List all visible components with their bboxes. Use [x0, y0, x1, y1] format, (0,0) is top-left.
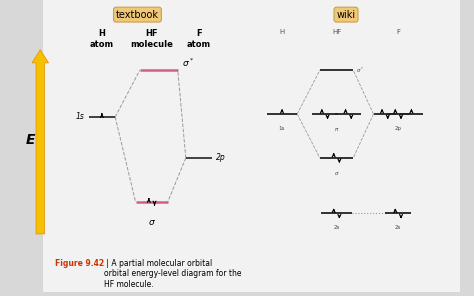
Text: wiki: wiki	[337, 10, 356, 20]
Text: 2p: 2p	[216, 153, 226, 163]
Text: 1s: 1s	[279, 126, 285, 131]
Text: HF
molecule: HF molecule	[130, 29, 173, 49]
Text: $\sigma$: $\sigma$	[334, 170, 339, 177]
Text: 1s: 1s	[76, 112, 85, 121]
Text: F
atom: F atom	[187, 29, 211, 49]
FancyBboxPatch shape	[43, 0, 460, 292]
Text: H
atom: H atom	[90, 29, 114, 49]
FancyArrow shape	[32, 50, 49, 234]
Text: 2s: 2s	[395, 225, 401, 230]
Text: 2s: 2s	[333, 225, 340, 230]
Text: 2p: 2p	[395, 126, 401, 131]
Text: textbook: textbook	[116, 10, 159, 20]
Text: Figure 9.42: Figure 9.42	[55, 259, 104, 268]
Text: $\sigma^*$: $\sigma^*$	[356, 65, 364, 75]
Text: F: F	[396, 29, 400, 35]
Text: $\pi$: $\pi$	[334, 126, 339, 133]
Text: $\sigma^*$: $\sigma^*$	[182, 57, 194, 69]
Text: E: E	[26, 133, 36, 147]
Text: $\sigma$: $\sigma$	[148, 218, 155, 227]
Text: HF: HF	[332, 29, 341, 35]
Text: | A partial molecular orbital
orbital energy-level diagram for the
HF molecule.: | A partial molecular orbital orbital en…	[104, 259, 242, 289]
Text: H: H	[279, 29, 285, 35]
